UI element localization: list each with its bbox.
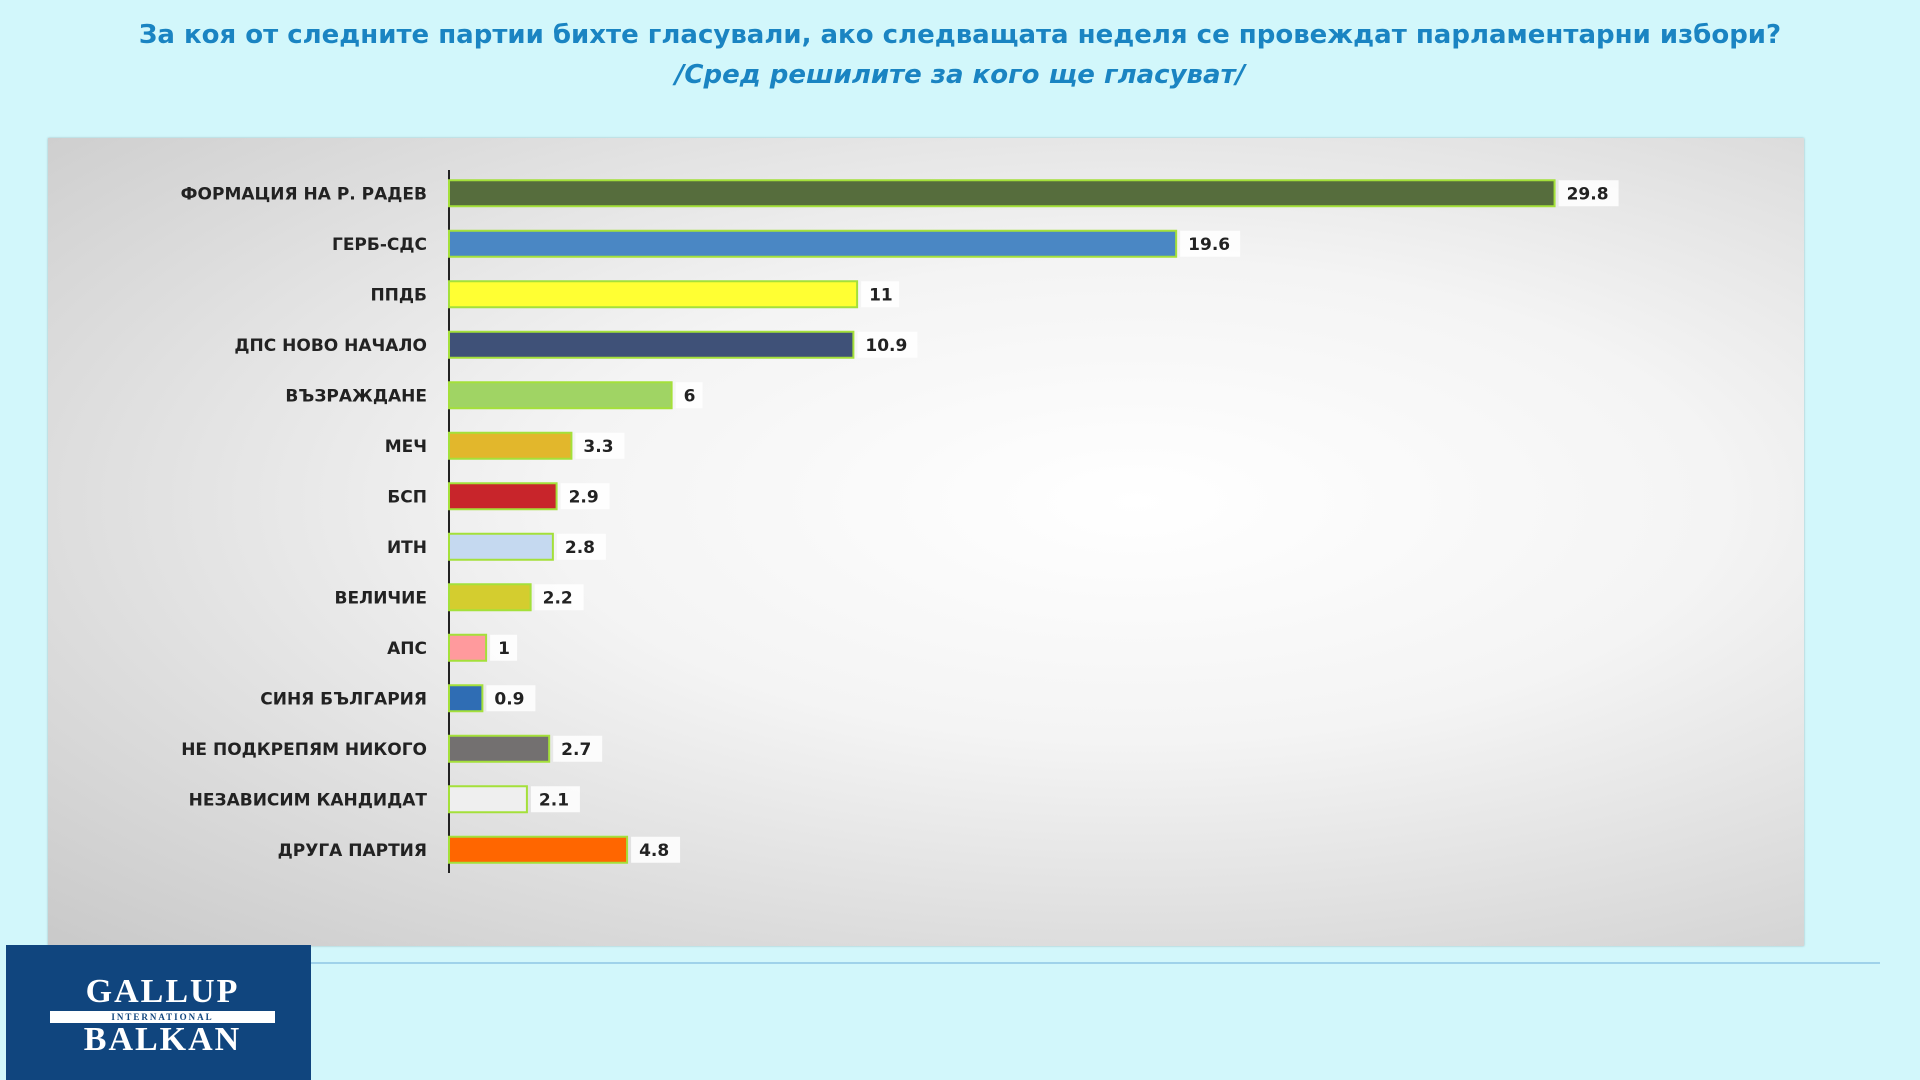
logo-mark: GALLUP INTERNATIONAL BALKAN bbox=[50, 973, 275, 1057]
bar bbox=[448, 532, 554, 561]
data-label: 0.9 bbox=[494, 689, 524, 709]
category-label: ФОРМАЦИЯ НА Р. РАДЕВ bbox=[181, 184, 427, 204]
bar bbox=[448, 785, 528, 814]
data-label-background bbox=[486, 685, 536, 712]
data-label: 3.3 bbox=[583, 437, 613, 457]
data-label: 10.9 bbox=[865, 336, 907, 356]
chart-subtitle: /Сред решилите за кого ще гласуват/ bbox=[674, 60, 1246, 90]
category-label: ГЕРБ-СДС bbox=[332, 235, 427, 255]
data-label: 2.8 bbox=[565, 538, 595, 558]
data-label: 4.8 bbox=[639, 841, 669, 861]
bar bbox=[448, 179, 1556, 208]
logo-text-middle: INTERNATIONAL bbox=[50, 1011, 275, 1023]
category-label: БСП bbox=[387, 487, 427, 507]
data-label: 19.6 bbox=[1188, 235, 1230, 255]
bar-chart: ФОРМАЦИЯ НА Р. РАДЕВ 29.8 ГЕРБ-СДС 19.6 ППДБ… bbox=[181, 170, 1619, 873]
category-label: НЕЗАВИСИМ КАНДИДАТ bbox=[189, 790, 428, 810]
bar bbox=[448, 835, 629, 864]
data-label-background bbox=[675, 382, 703, 409]
bar bbox=[448, 229, 1178, 258]
data-label: 1 bbox=[498, 639, 510, 659]
data-label-background bbox=[553, 735, 603, 762]
category-label: ДПС НОВО НАЧАЛО bbox=[234, 336, 427, 356]
logo-text-bottom: BALKAN bbox=[83, 1021, 242, 1058]
data-label-background bbox=[631, 836, 681, 863]
category-label: ВЪЗРАЖДАНЕ bbox=[285, 386, 427, 406]
data-label-background bbox=[1558, 180, 1619, 207]
category-label: ВЕЛИЧИЕ bbox=[335, 588, 428, 608]
bar bbox=[448, 280, 859, 309]
data-label-background bbox=[575, 432, 625, 459]
data-label-background bbox=[861, 281, 900, 308]
category-label: СИНЯ БЪЛГАРИЯ bbox=[260, 689, 427, 709]
data-label: 6 bbox=[684, 386, 696, 406]
bar bbox=[448, 381, 673, 410]
category-label: ДРУГА ПАРТИЯ bbox=[278, 841, 427, 861]
data-label: 29.8 bbox=[1567, 184, 1609, 204]
category-label: ИТН bbox=[387, 538, 427, 558]
data-label: 2.9 bbox=[569, 487, 599, 507]
bar bbox=[448, 431, 573, 460]
gallup-logo: GALLUP INTERNATIONAL BALKAN bbox=[6, 945, 311, 1080]
bar bbox=[448, 734, 551, 763]
data-label-background bbox=[490, 634, 518, 661]
chart-title: За коя от следните партии бихте гласувал… bbox=[138, 20, 1782, 50]
data-label-background bbox=[560, 483, 610, 510]
divider bbox=[310, 962, 1880, 964]
data-label-background bbox=[534, 584, 584, 611]
data-label: 2.7 bbox=[561, 740, 591, 760]
data-label-background bbox=[1180, 230, 1241, 257]
bar bbox=[448, 633, 488, 662]
data-label-background bbox=[857, 331, 918, 358]
category-label: ППДБ bbox=[370, 285, 427, 305]
bar bbox=[448, 684, 484, 713]
category-label: АПС bbox=[387, 639, 427, 659]
bar bbox=[448, 482, 558, 511]
category-label: НЕ ПОДКРЕПЯМ НИКОГО bbox=[181, 740, 427, 760]
data-label-background bbox=[556, 533, 606, 560]
category-label: МЕЧ bbox=[385, 437, 427, 457]
chart-panel: ФОРМАЦИЯ НА Р. РАДЕВ 29.8 ГЕРБ-СДС 19.6 ППДБ… bbox=[48, 138, 1804, 946]
data-label: 11 bbox=[869, 285, 893, 305]
bar bbox=[448, 330, 855, 359]
data-label: 2.1 bbox=[539, 790, 569, 810]
data-label-background bbox=[530, 786, 580, 813]
data-label: 2.2 bbox=[543, 588, 573, 608]
logo-text-top: GALLUP bbox=[85, 973, 240, 1010]
bar bbox=[448, 583, 532, 612]
